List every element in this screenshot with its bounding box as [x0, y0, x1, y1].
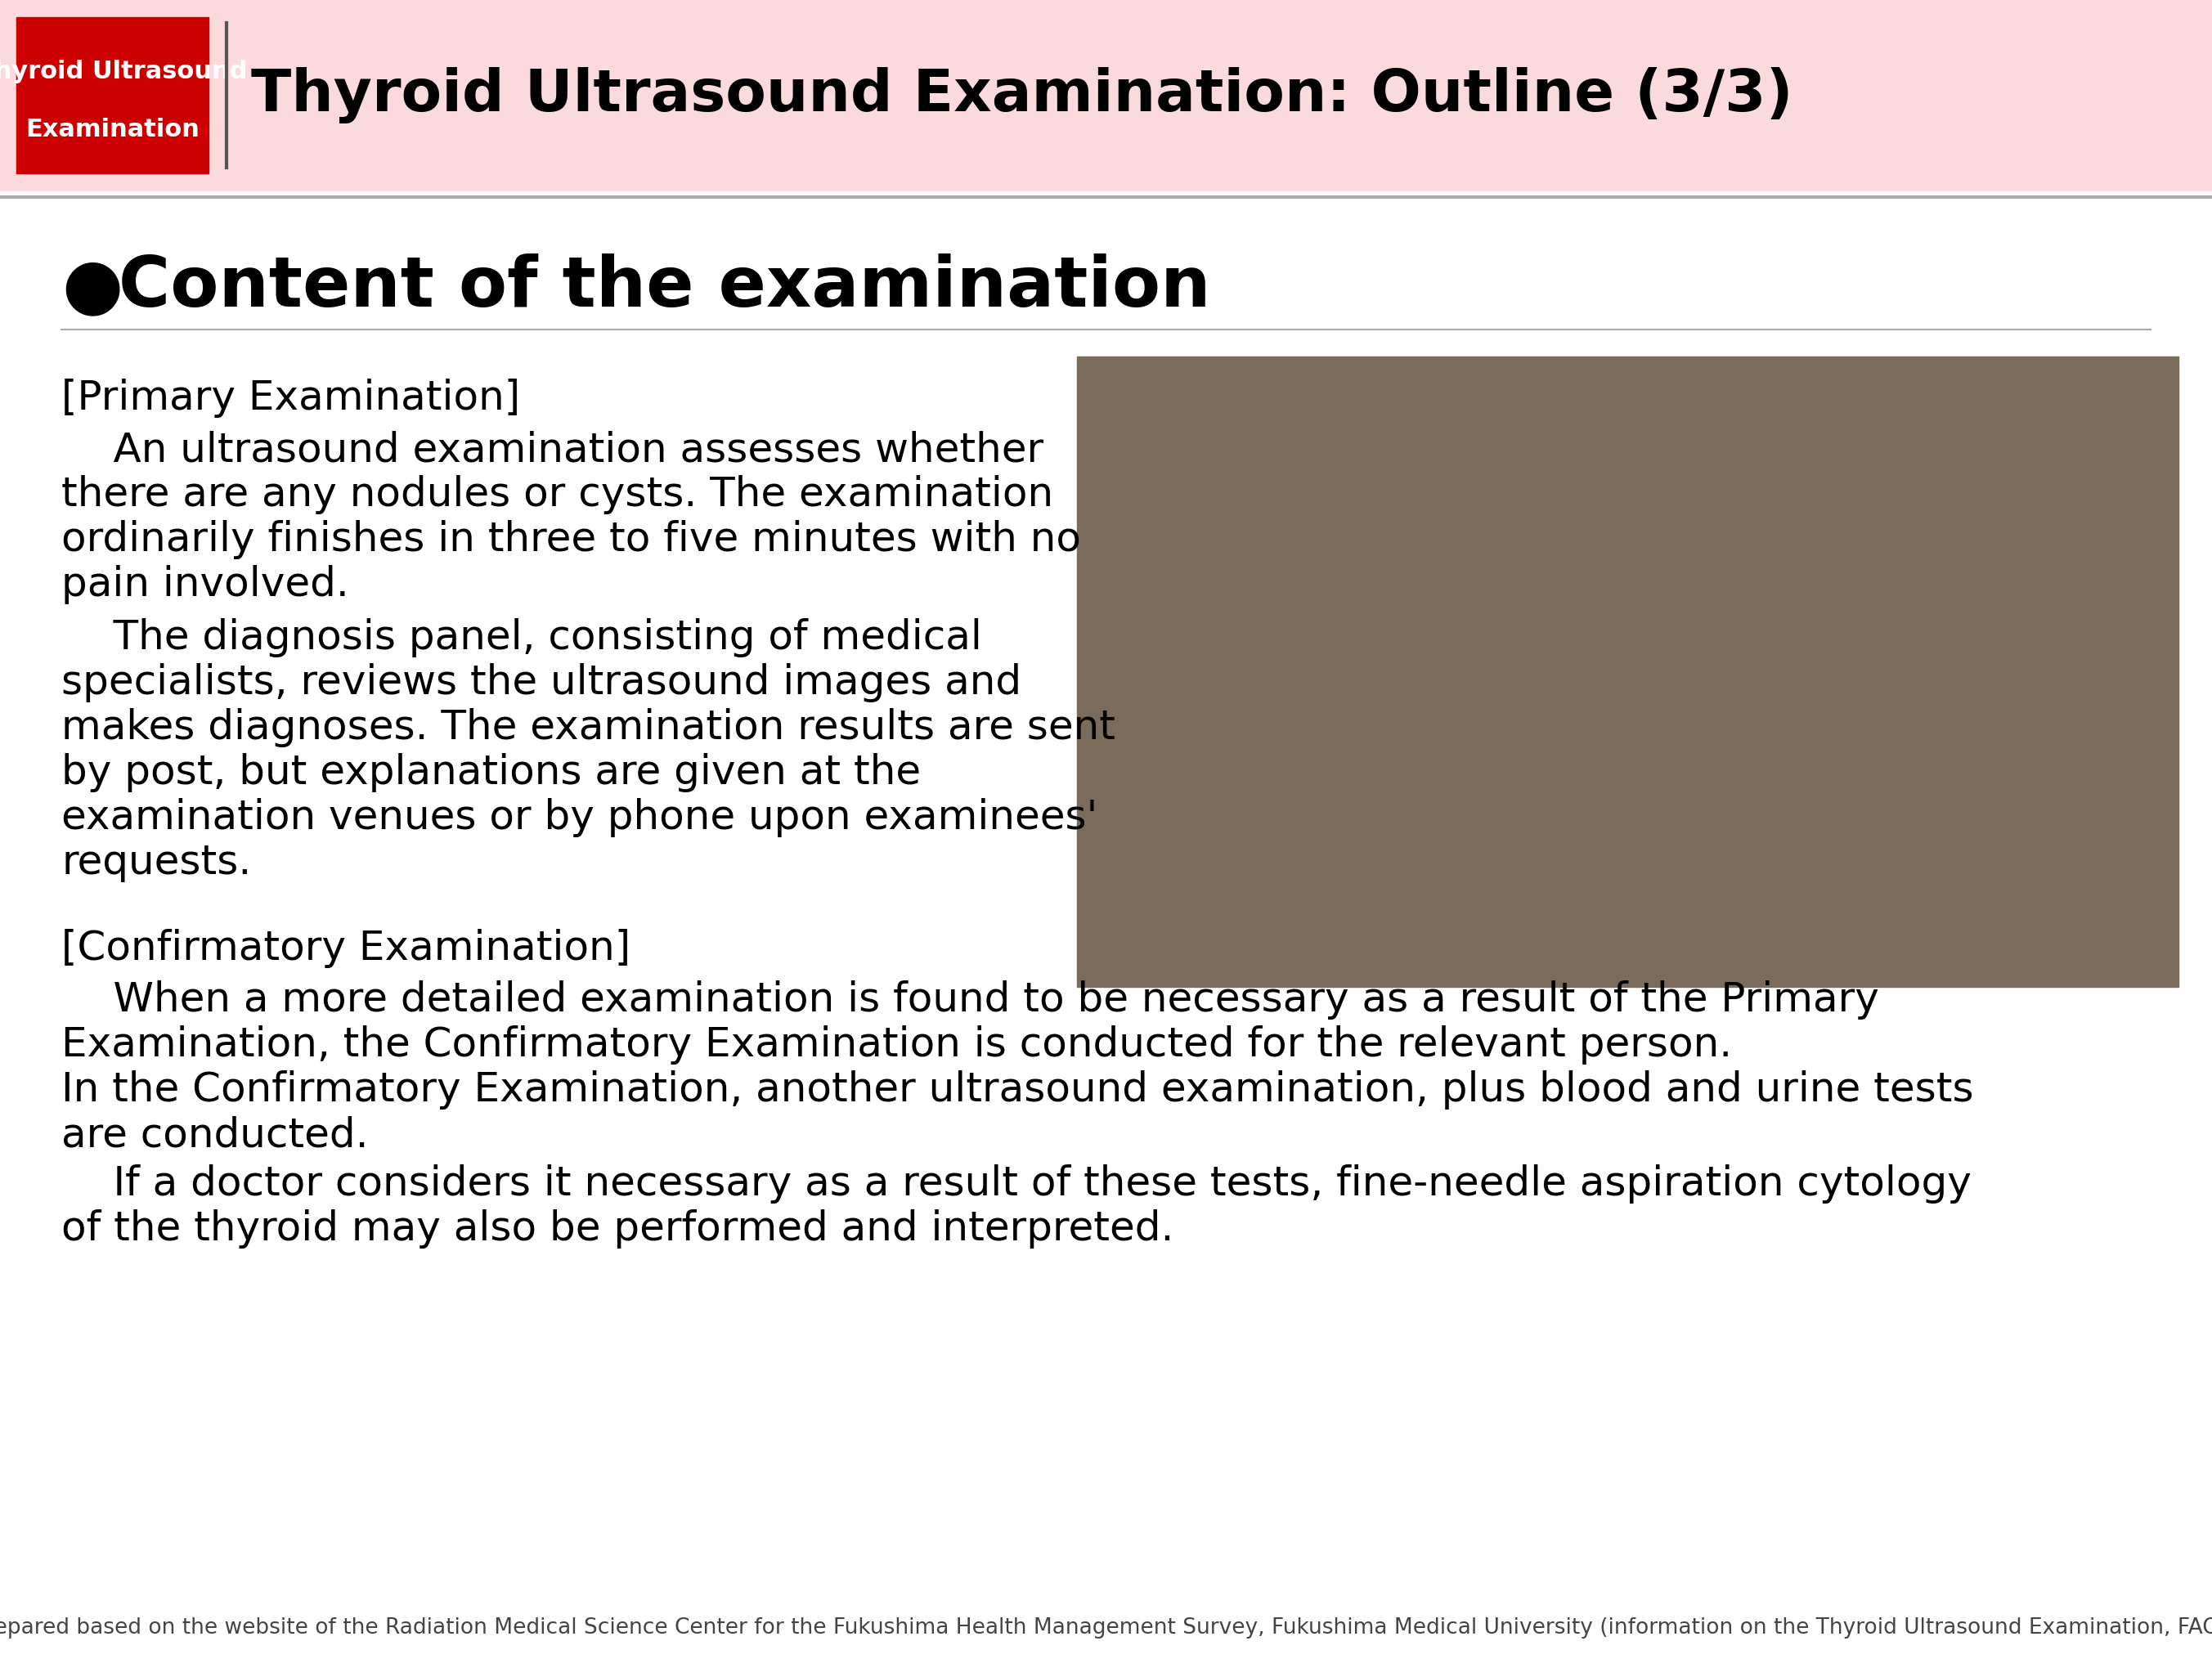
Text: Prepared based on the website of the Radiation Medical Science Center for the Fu: Prepared based on the website of the Rad…	[0, 1618, 2212, 1639]
Text: Thyroid Ultrasound Examination: Outline (3/3): Thyroid Ultrasound Examination: Outline …	[252, 66, 1794, 124]
Text: The diagnosis panel, consisting of medical: The diagnosis panel, consisting of medic…	[62, 619, 982, 657]
Text: In the Confirmatory Examination, another ultrasound examination, plus blood and : In the Confirmatory Examination, another…	[62, 1070, 1973, 1110]
Text: makes diagnoses. The examination results are sent: makes diagnoses. The examination results…	[62, 708, 1115, 748]
Text: [Confirmatory Examination]: [Confirmatory Examination]	[62, 929, 630, 969]
Text: ●: ●	[62, 254, 122, 322]
Text: there are any nodules or cysts. The examination: there are any nodules or cysts. The exam…	[62, 476, 1053, 514]
Text: [Primary Examination]: [Primary Examination]	[62, 378, 520, 418]
Text: pain involved.: pain involved.	[62, 566, 349, 604]
Text: examination venues or by phone upon examinees': examination venues or by phone upon exam…	[62, 798, 1097, 838]
Text: If a doctor considers it necessary as a result of these tests, fine-needle aspir: If a doctor considers it necessary as a …	[62, 1165, 1971, 1204]
Text: An ultrasound examination assesses whether: An ultrasound examination assesses wheth…	[62, 430, 1044, 469]
Text: ordinarily finishes in three to five minutes with no: ordinarily finishes in three to five min…	[62, 521, 1082, 559]
Bar	[0, 0, 2212, 191]
Text: by post, but explanations are given at the: by post, but explanations are given at t…	[62, 753, 920, 793]
Text: Examination, the Confirmatory Examination is conducted for the relevant person.: Examination, the Confirmatory Examinatio…	[62, 1025, 1732, 1065]
Text: requests.: requests.	[62, 843, 252, 883]
Text: Examination: Examination	[27, 118, 199, 141]
Text: are conducted.: are conducted.	[62, 1115, 369, 1155]
Text: specialists, reviews the ultrasound images and: specialists, reviews the ultrasound imag…	[62, 664, 1022, 703]
Bar	[1077, 357, 2179, 987]
Bar	[15, 17, 208, 174]
Text: Content of the examination: Content of the examination	[119, 254, 1210, 322]
Text: of the thyroid may also be performed and interpreted.: of the thyroid may also be performed and…	[62, 1209, 1175, 1249]
Text: When a more detailed examination is found to be necessary as a result of the Pri: When a more detailed examination is foun…	[62, 980, 1878, 1020]
Text: Thyroid Ultrasound: Thyroid Ultrasound	[0, 60, 248, 85]
